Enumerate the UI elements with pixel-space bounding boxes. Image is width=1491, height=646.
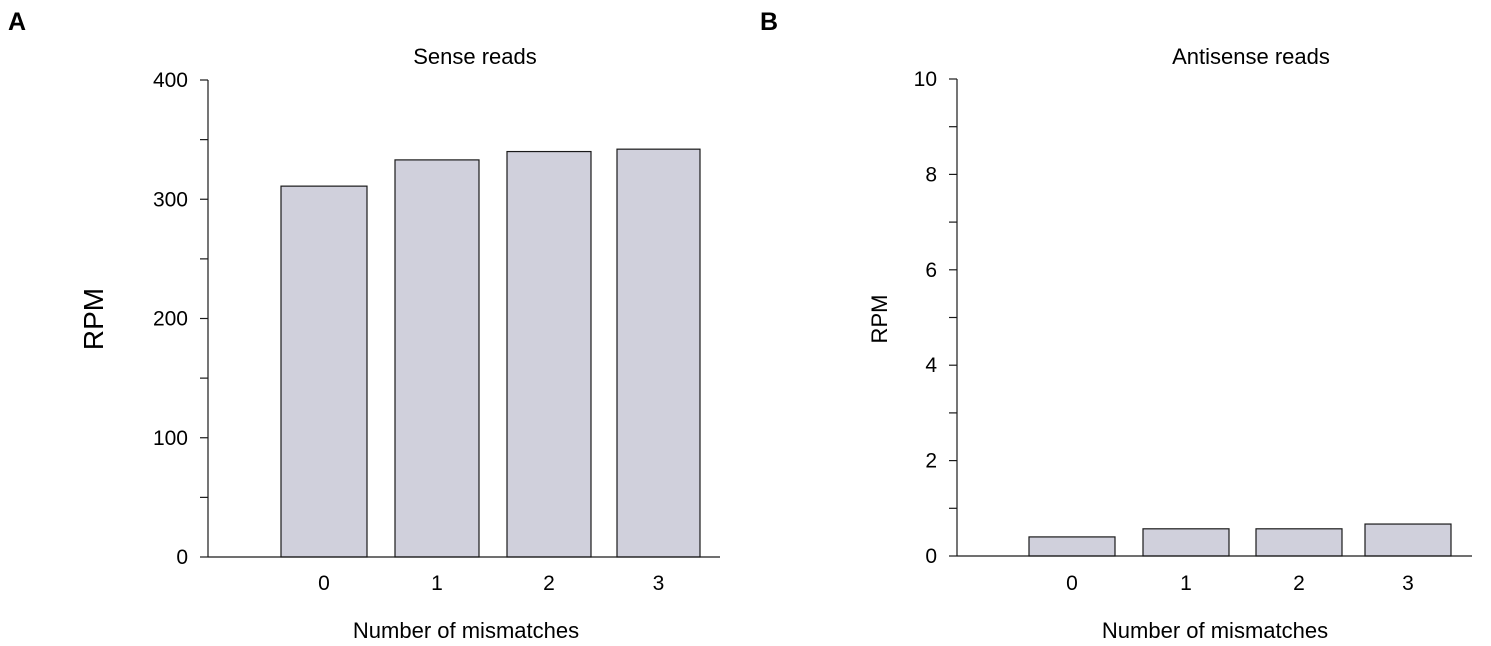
chart-sense-reads: Sense reads RPM Number of mismatches 010… xyxy=(78,44,720,643)
chart-b-y-tick-label: 0 xyxy=(925,545,937,568)
panel-a-label: A xyxy=(8,8,27,36)
chart-a-xlabel: Number of mismatches xyxy=(353,618,579,643)
chart-b-x-tick-label: 0 xyxy=(1066,572,1078,595)
chart-a-bar-2 xyxy=(506,150,592,558)
chart-b-bar-3 xyxy=(1364,523,1452,557)
chart-a-ylabel: RPM xyxy=(78,288,109,350)
chart-a-y-tick-label: 0 xyxy=(176,546,188,569)
panel-b-label: B xyxy=(760,8,779,36)
chart-a-bar-1 xyxy=(394,159,480,558)
chart-b-xlabel: Number of mismatches xyxy=(1102,618,1328,643)
chart-a-title: Sense reads xyxy=(413,44,537,69)
chart-b-title: Antisense reads xyxy=(1172,44,1330,69)
chart-b-bar-0 xyxy=(1028,536,1116,557)
chart-b-bar-2 xyxy=(1255,528,1343,557)
chart-a-y-tick-label: 100 xyxy=(153,427,188,450)
chart-b-y-tick-label: 2 xyxy=(925,450,937,473)
chart-a-y-tick-label: 300 xyxy=(153,188,188,211)
chart-a-bar-0 xyxy=(280,185,368,558)
chart-b-ylabel: RPM xyxy=(867,295,892,344)
chart-a-y-tick-label: 200 xyxy=(153,308,188,331)
chart-a-x-tick-label: 3 xyxy=(653,572,665,595)
chart-b-x-tick-label: 1 xyxy=(1180,572,1192,595)
chart-b-y-tick-label: 6 xyxy=(925,259,937,282)
chart-a-x-tick-label: 2 xyxy=(543,572,555,595)
chart-b-x-tick-label: 3 xyxy=(1402,572,1414,595)
chart-a-y-tick-label: 400 xyxy=(153,69,188,92)
chart-a-x-tick-label: 0 xyxy=(318,572,330,595)
chart-b-bar-1 xyxy=(1142,528,1230,557)
chart-b-y-tick-label: 10 xyxy=(914,68,937,91)
chart-a-x-tick-label: 1 xyxy=(431,572,443,595)
chart-b-x-tick-label: 2 xyxy=(1293,572,1305,595)
chart-b-y-tick-label: 8 xyxy=(925,163,937,186)
chart-a-bar-3 xyxy=(616,148,701,558)
chart-antisense-reads: Antisense reads RPM Number of mismatches… xyxy=(867,44,1472,643)
chart-b-y-tick-label: 4 xyxy=(925,354,937,377)
